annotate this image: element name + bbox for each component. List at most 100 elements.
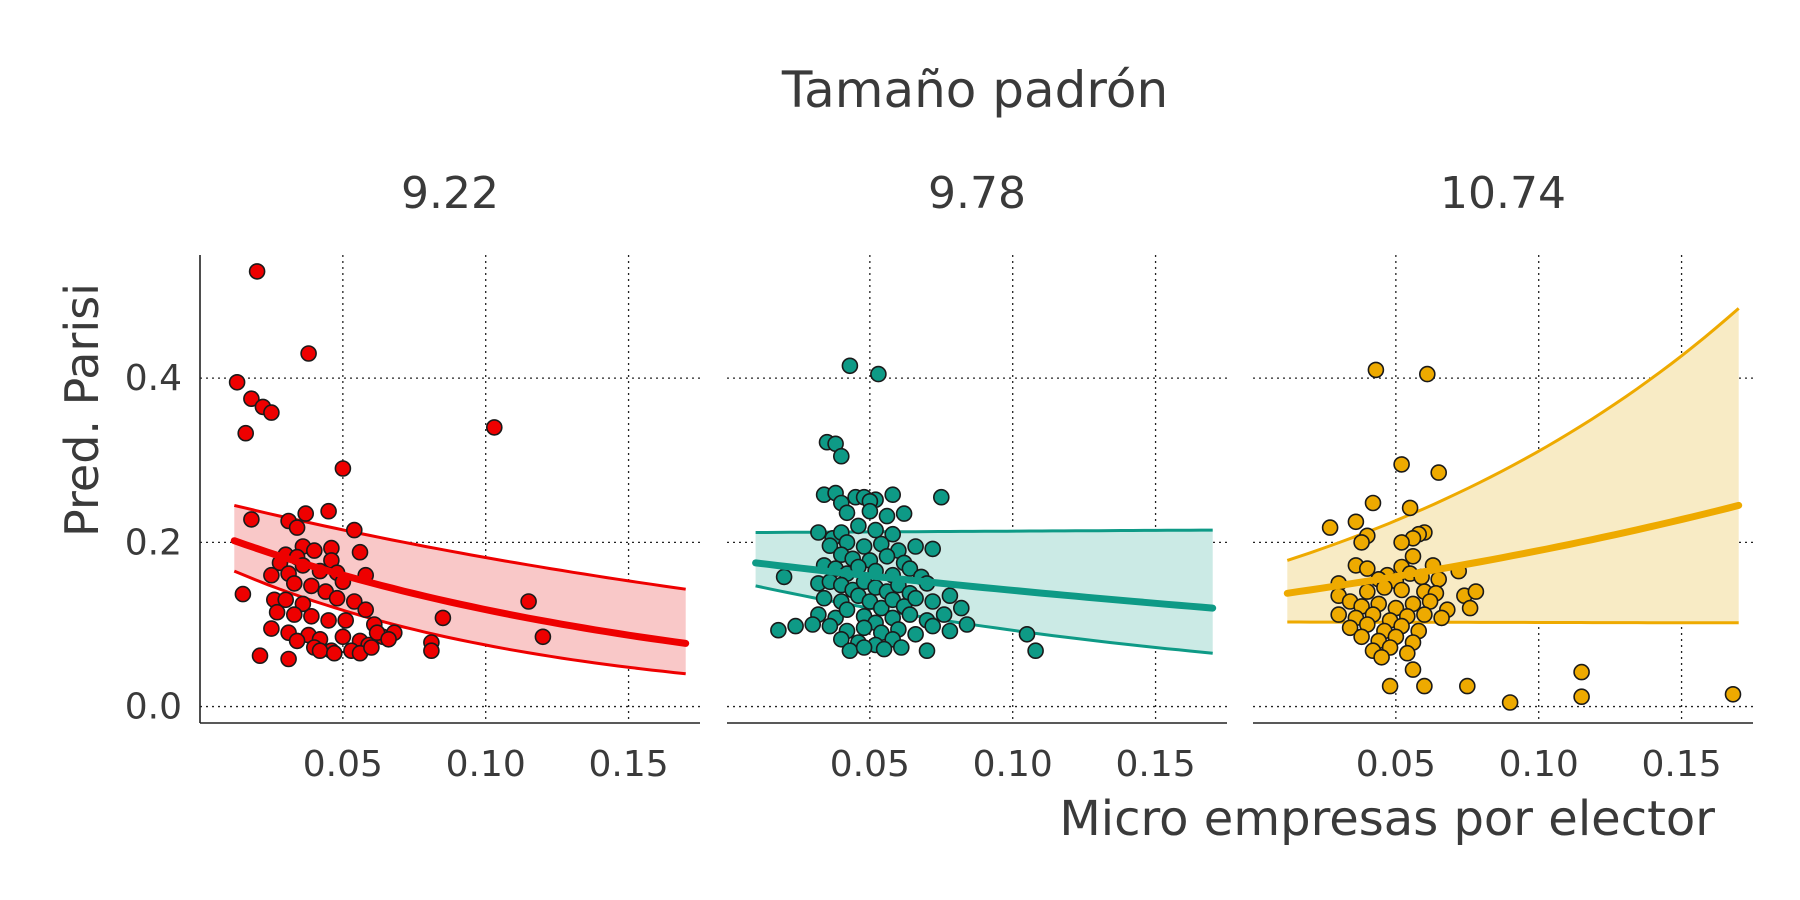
data-point [1353,628,1370,646]
data-point [485,419,503,436]
data-point [234,585,252,603]
data-point [1501,694,1519,711]
data-point [895,505,913,522]
data-point [1367,361,1385,379]
data-point [810,524,827,541]
x-tick-label: 0.10 [1499,744,1579,785]
data-point [311,642,329,660]
facet-label: 9.22 [401,168,499,219]
data-point [320,502,337,520]
data-point [1416,606,1433,623]
data-point [303,607,320,625]
data-point [838,504,856,522]
data-point [832,447,850,465]
data-point [924,617,942,635]
data-point [1353,534,1370,551]
chart-title: Tamaño padrón [781,61,1168,119]
x-tick-label: 0.15 [1641,744,1721,785]
data-point [294,595,312,613]
data-point [243,511,260,528]
data-point [855,538,873,555]
data-point [263,404,280,421]
data-point [285,575,303,592]
data-point [351,543,369,561]
data-point [268,603,286,621]
data-point [345,593,363,610]
fitted-line [752,559,1217,612]
data-point [935,606,953,623]
data-point [520,593,537,610]
data-point [263,566,280,584]
data-point [243,390,260,408]
data-point [907,589,924,607]
data-point [907,625,924,643]
data-point [288,519,306,536]
x-axis-label: Micro empresas por elector [1059,791,1715,847]
data-point [1364,494,1382,512]
confidence-band [234,505,686,674]
panel-1: 9.22 0.05 0.10 0.15 0.0 0.2 0.4 [125,168,700,785]
data-point [534,628,552,646]
data-point [277,591,295,609]
data-point [334,628,352,646]
data-point [328,589,346,607]
data-point [325,644,343,662]
data-point [263,620,280,637]
data-point [855,619,873,637]
data-point [884,525,902,543]
data-point [901,560,919,577]
data-point [337,612,355,629]
data-point [941,587,959,605]
data-point [251,647,269,665]
data-point [901,606,919,623]
data-point [841,357,859,375]
x-tick-label: 0.15 [1115,744,1195,785]
data-point [1321,519,1339,536]
facet-panels: 9.22 0.05 0.10 0.15 0.0 0.2 0.4 9.78 0.05 0.10 0.1… [125,168,1753,785]
x-tick-label: 0.10 [973,744,1053,785]
data-point [285,606,303,623]
panel-2: 9.78 0.05 0.10 0.15 [727,168,1227,785]
data-point [300,345,317,362]
data-point [878,507,896,525]
data-point [878,547,896,565]
data-point [838,601,856,619]
data-point [1573,663,1590,681]
data-point [941,622,959,640]
data-point [1419,365,1436,383]
data-point [1393,456,1410,473]
facet-label: 10.74 [1440,168,1566,219]
data-point [1467,583,1485,600]
data-point [832,630,850,648]
data-point [334,460,352,477]
data-point [357,601,375,619]
x-tick-label: 0.05 [830,744,910,785]
data-point [821,617,839,635]
y-axis-label: Pred. Parisi [55,283,109,537]
data-point [867,521,884,539]
data-point [1404,661,1422,678]
data-point [958,616,976,633]
data-point [1018,625,1036,643]
data-point [924,593,942,610]
data-point [1430,464,1447,481]
x-tick-label: 0.05 [1356,744,1436,785]
data-point [423,642,440,660]
facet-label: 9.78 [928,168,1026,219]
data-point [952,599,970,617]
data-point [815,589,833,607]
data-point [870,365,887,383]
data-point [228,373,246,391]
data-point [872,599,890,617]
data-point [1341,619,1359,637]
data-point [1430,570,1447,588]
data-point [297,505,315,522]
y-tick-label: 0.0 [125,687,182,728]
y-tick-label: 0.2 [125,522,182,563]
data-point [363,639,380,656]
data-point [850,517,867,535]
data-point [884,486,902,504]
data-point [1724,685,1742,703]
data-point [875,640,893,658]
